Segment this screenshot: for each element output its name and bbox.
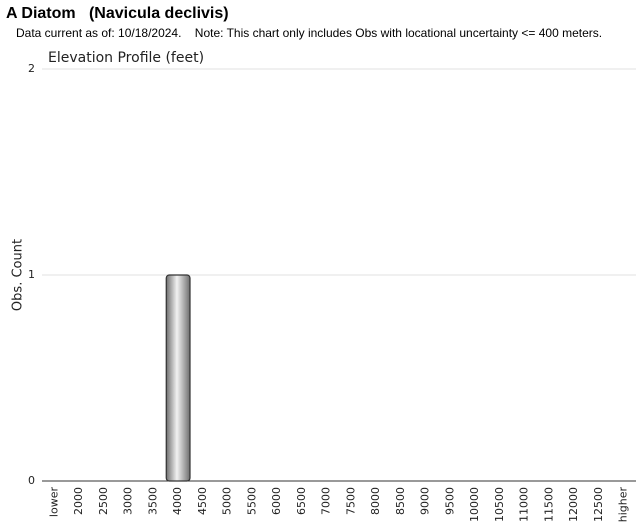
x-tick-label: 2000 [72,487,85,515]
page-title: A Diatom (Navicula declivis) [6,5,229,22]
x-tick-label: 3500 [146,487,159,515]
x-tick-label: 6000 [270,487,283,515]
x-tick-label: 11500 [542,487,555,522]
x-tick-label: 7000 [320,487,333,515]
y-axis-label: Obs. Count [11,239,26,311]
x-tick-label: lower [47,487,60,518]
y-tick-label: 1 [28,268,35,281]
x-tick-label: 5000 [221,487,234,515]
x-tick-label: 6500 [295,487,308,515]
y-tick-label: 0 [28,474,35,487]
x-tick-label: 10000 [468,487,481,522]
x-tick-label: 2500 [97,487,110,515]
bar [165,274,191,482]
x-tick-label: 8500 [394,487,407,515]
x-tick-label: 8000 [369,487,382,515]
x-tick-label: 4000 [171,487,184,515]
x-tick-label: 11000 [518,487,531,522]
x-tick-label: 10500 [493,487,506,522]
page-subtitle: Data current as of: 10/18/2024. Note: Th… [16,26,603,40]
y-tick-label: 2 [28,62,35,75]
chart-title: Elevation Profile (feet) [48,50,204,66]
x-tick-label: 12000 [567,487,580,522]
x-tick-label: 7500 [344,487,357,515]
x-tick-label: 3000 [122,487,135,515]
x-tick-label: 12500 [592,487,605,522]
x-tick-label: 5500 [245,487,258,515]
x-tick-label: higher [617,487,630,523]
x-tick-label: 9000 [419,487,432,515]
x-tick-label: 4500 [196,487,209,515]
x-tick-label: 9500 [443,487,456,515]
